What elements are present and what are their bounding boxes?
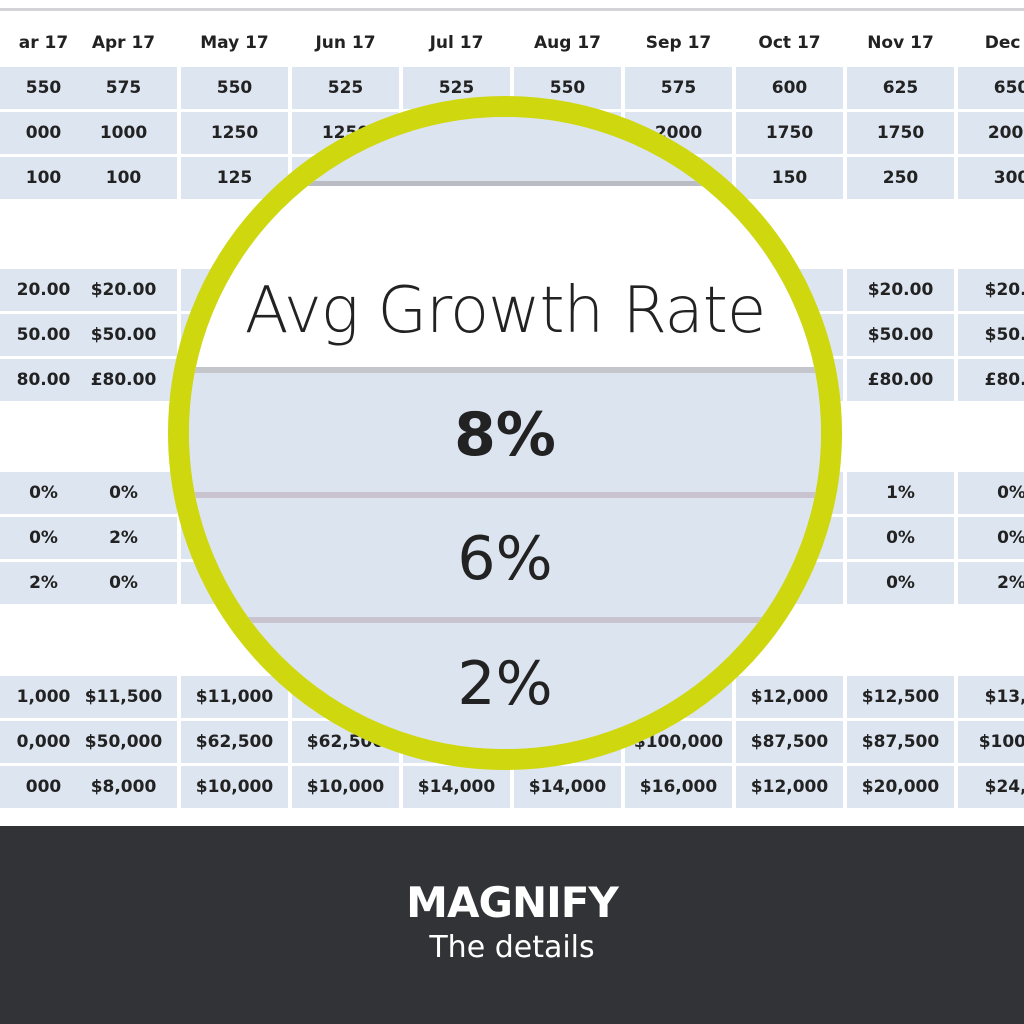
table-cell: 0%	[70, 472, 177, 514]
growth-value: 6%	[457, 524, 553, 594]
magnifier-title: Avg Growth Rate	[244, 274, 766, 348]
table-cell: 0%	[958, 517, 1024, 559]
table-cell: 0%	[847, 562, 954, 604]
table-cell: $14,000	[403, 766, 510, 808]
table-cell: 100	[70, 157, 177, 199]
column-header: Sep 17	[625, 22, 732, 64]
table-cell: 600	[736, 67, 843, 109]
table-cell: 2000	[958, 112, 1024, 154]
table-cell: $12,000	[736, 766, 843, 808]
growth-value: 2%	[457, 649, 553, 719]
table-cell: 1000	[70, 112, 177, 154]
column-header: Jul 17	[403, 22, 510, 64]
column-header: Nov 17	[847, 22, 954, 64]
table-cell: $12,500	[847, 676, 954, 718]
table-cell: £80.00	[70, 359, 177, 401]
table-cell: 650	[958, 67, 1024, 109]
table-cell: 625	[847, 67, 954, 109]
table-cell: $87,500	[847, 721, 954, 763]
table-cell: 1%	[847, 472, 954, 514]
magnifier-content: Avg Growth Rate 8% 6% 2%	[189, 117, 821, 749]
top-divider	[0, 8, 1024, 11]
table-cell: 0%	[958, 472, 1024, 514]
table-cell: £80.00	[847, 359, 954, 401]
caption-footer	[0, 826, 1024, 1024]
column-header: Aug 17	[514, 22, 621, 64]
table-cell: 550	[181, 67, 288, 109]
table-cell: 575	[625, 67, 732, 109]
growth-value: 8%	[454, 400, 556, 470]
table-cell: $14,000	[514, 766, 621, 808]
column-header: Apr 17	[70, 22, 177, 64]
column-header: Dec 1	[958, 22, 1024, 64]
lens-top-band	[189, 117, 821, 185]
table-cell: $20.00	[847, 269, 954, 311]
table-cell: $100,0	[958, 721, 1024, 763]
table-cell: 1750	[847, 112, 954, 154]
footer-subtitle: The details	[429, 930, 595, 965]
magnifier-lens: Avg Growth Rate 8% 6% 2%	[168, 96, 842, 770]
footer-title: MAGNIFY	[406, 878, 619, 927]
spreadsheet: ar 17 Apr 17 May 17 Jun 17 Jul 17 Aug 17 Sep 1…	[0, 8, 1024, 808]
lens-header-band	[189, 186, 821, 370]
table-cell: $11,500	[70, 676, 177, 718]
table-cell: $20.00	[70, 269, 177, 311]
lens-divider	[189, 181, 821, 186]
table-cell: $16,000	[625, 766, 732, 808]
table-cell: $24,0	[958, 766, 1024, 808]
table-cell: 0%	[70, 562, 177, 604]
table-cell: $10,000	[292, 766, 399, 808]
table-cell: $13,0	[958, 676, 1024, 718]
table-cell: $50,000	[70, 721, 177, 763]
table-cell: 525	[292, 67, 399, 109]
column-header: Jun 17	[292, 22, 399, 64]
table-cell: $50.00	[847, 314, 954, 356]
table-cell: $8,000	[70, 766, 177, 808]
table-cell: $20,000	[847, 766, 954, 808]
lens-divider	[189, 367, 821, 373]
table-cell: 2%	[958, 562, 1024, 604]
table-cell: 300	[958, 157, 1024, 199]
lens-values-band	[189, 373, 821, 749]
column-header: Oct 17	[736, 22, 843, 64]
table-cell: 250	[847, 157, 954, 199]
lens-divider	[189, 492, 821, 498]
table-cell: 575	[70, 67, 177, 109]
table-cell: 0%	[847, 517, 954, 559]
table-cell: $20.0	[958, 269, 1024, 311]
table-cell: 2%	[70, 517, 177, 559]
table-cell: £80.0	[958, 359, 1024, 401]
table-cell: $50.0	[958, 314, 1024, 356]
lens-divider	[189, 617, 821, 623]
table-cell: $10,000	[181, 766, 288, 808]
table-cell: $50.00	[70, 314, 177, 356]
column-header: May 17	[181, 22, 288, 64]
